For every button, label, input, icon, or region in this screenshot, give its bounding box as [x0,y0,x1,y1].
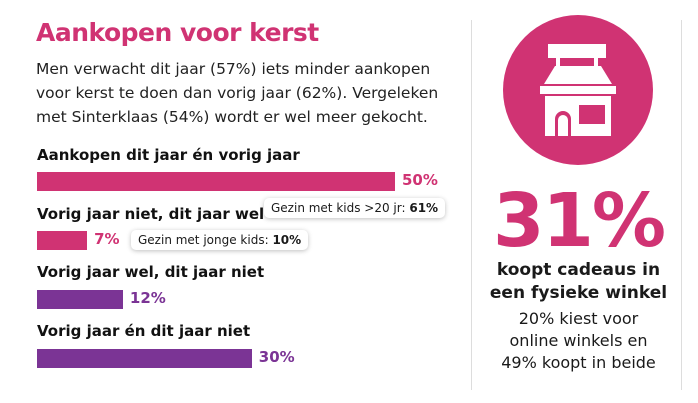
category-label: Aankopen dit jaar én vorig jaar [37,146,300,164]
stat-sub: 20% kiest voor [518,309,639,328]
category-label: Vorig jaar wel, dit jaar niet [37,263,265,281]
category-label: Vorig jaar én dit jaar niet [37,322,251,340]
value-label: 7% [94,230,120,248]
annotation-tooltip: Gezin met jonge kids: 10% [131,230,309,250]
stat-sub: 49% koopt in beide [501,353,656,372]
bar [37,290,123,309]
intro-line: met Sinterklaas (54%) wordt er wel meer … [36,108,428,126]
shop-icon [503,15,653,165]
stat-value: 31% [492,178,666,264]
intro-line: Men verwacht dit jaar (57%) iets minder … [36,60,431,78]
annotation-text: Gezin met jonge kids: [138,233,273,247]
stat-sub: online winkels en [509,331,648,350]
annotation-value: 61% [409,201,439,215]
stat-headline: koopt cadeaus in [496,260,661,280]
stat-headline: een fysieke winkel [489,283,668,303]
category-label: Vorig jaar niet, dit jaar wel [37,205,265,223]
annotation-value: 10% [272,233,302,247]
annotation-text: Gezin met kids >20 jr: [271,201,410,215]
intro-line: voor kerst te doen dan vorig jaar (62%).… [36,84,439,102]
value-label: 50% [402,171,438,189]
divider [471,20,472,390]
annotation-tooltip: Gezin met kids >20 jr: 61% [264,198,446,218]
value-label: 12% [129,289,166,307]
page-title: Aankopen voor kerst [36,18,319,47]
bar [37,231,88,250]
bar [37,172,395,191]
bar [37,349,252,368]
value-label: 30% [258,348,295,366]
divider [681,20,682,390]
